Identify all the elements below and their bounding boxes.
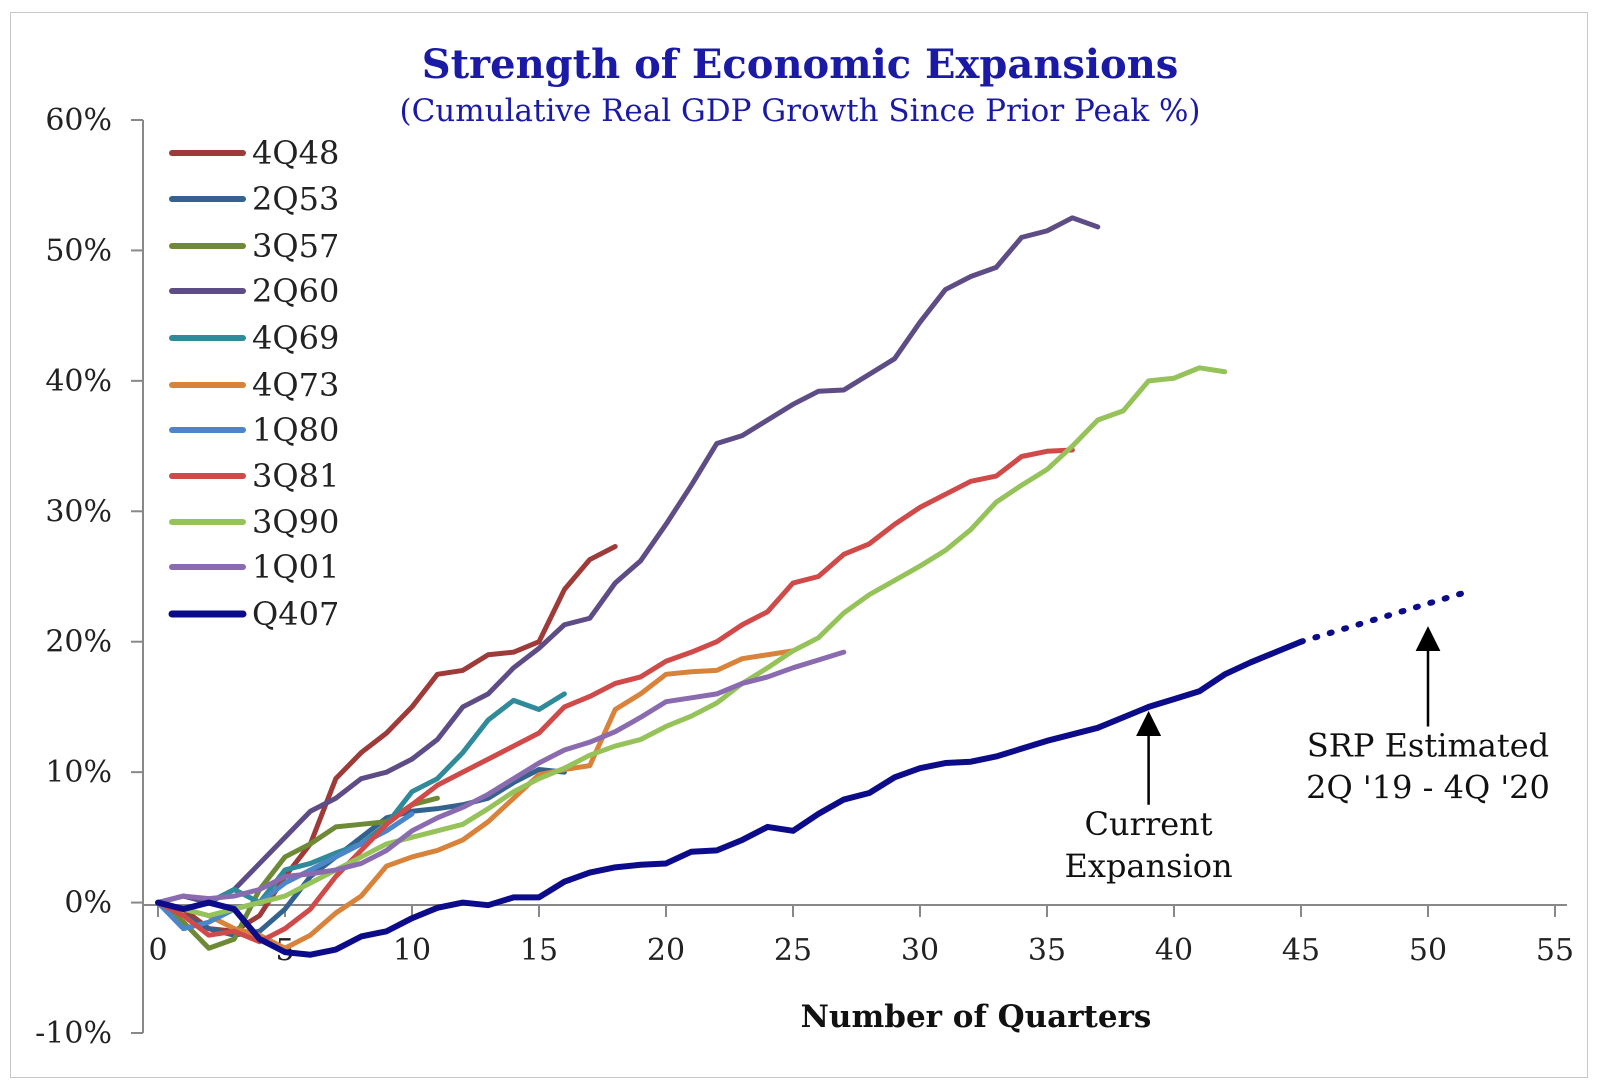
- series-line-3q81: [155, 447, 1075, 945]
- x-tick-label: 55: [1536, 933, 1574, 968]
- x-tick-label: 25: [774, 933, 812, 968]
- chart-frame: [10, 12, 1588, 1078]
- x-tick-label: 30: [901, 933, 939, 968]
- x-tick-label: 40: [1155, 933, 1193, 968]
- series-line-q407: [155, 638, 1304, 958]
- y-axis-ticks: 60% 50% 40% 30% 20% 10% 0% -10%: [35, 103, 143, 1051]
- x-axis-ticks: 0 5 10 15 20 25 30 35 40 45 50 55: [148, 905, 1574, 968]
- y-tick-label: 30%: [45, 494, 112, 529]
- y-tick-label: 50%: [45, 233, 112, 268]
- series-line-2q60: [155, 215, 1101, 906]
- y-tick-label: 0%: [64, 886, 112, 921]
- legend-label: 2Q60: [252, 272, 339, 310]
- legend-label: 3Q90: [252, 503, 339, 541]
- x-tick-label: 35: [1028, 933, 1066, 968]
- legend-label: 1Q01: [252, 548, 339, 586]
- annotation-text: Expansion: [1065, 847, 1233, 885]
- x-tick-label: 45: [1282, 933, 1320, 968]
- legend: 4Q48 2Q53 3Q57 2Q60 4Q69 4Q73 1Q80 3Q81 3Q90 1Q01…: [168, 134, 339, 633]
- y-tick-label: 60%: [45, 103, 112, 138]
- chart-title: Strength of Economic Expansions: [422, 41, 1179, 88]
- x-tick-label: 50: [1409, 933, 1447, 968]
- annotations: Current Expansion SRP Estimated 2Q '19 - 4Q…: [1065, 626, 1550, 885]
- legend-label: 2Q53: [252, 180, 339, 218]
- series-line-estimate: [1298, 589, 1470, 645]
- y-tick-label: 20%: [45, 625, 112, 660]
- chart-subtitle: (Cumulative Real GDP Growth Since Prior …: [399, 93, 1200, 129]
- x-tick-label: 20: [647, 933, 685, 968]
- legend-label: 3Q81: [252, 457, 339, 495]
- y-tick-label: 10%: [45, 755, 112, 790]
- series-lines: [155, 215, 1470, 958]
- legend-label: 4Q73: [252, 366, 339, 404]
- annotation-text: Current: [1085, 805, 1213, 843]
- series-line-3q90: [155, 365, 1228, 919]
- legend-label: 3Q57: [252, 227, 339, 265]
- x-tick-label: 10: [393, 933, 431, 968]
- annotation-text: SRP Estimated: [1307, 726, 1549, 764]
- y-tick-label: -10%: [35, 1016, 112, 1051]
- annotation-text: 2Q '19 - 4Q '20: [1306, 768, 1550, 806]
- x-axis-label: Number of Quarters: [801, 999, 1152, 1035]
- legend-label: 4Q48: [252, 134, 339, 172]
- y-tick-label: 40%: [45, 364, 112, 399]
- series-line-4q48: [155, 544, 618, 934]
- legend-label: 1Q80: [252, 411, 339, 449]
- x-tick-label: 0: [148, 933, 167, 968]
- legend-label: Q407: [252, 595, 339, 633]
- x-tick-label: 15: [520, 933, 558, 968]
- series-line-1q01: [155, 649, 847, 906]
- legend-label: 4Q69: [252, 319, 339, 357]
